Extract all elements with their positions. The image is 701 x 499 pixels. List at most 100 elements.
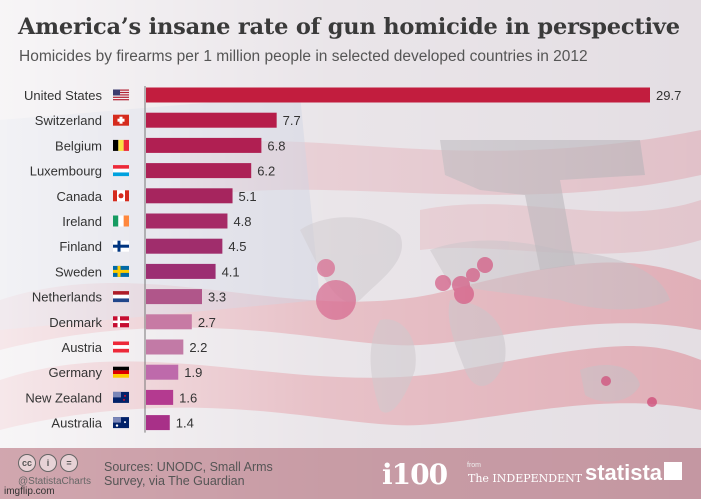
- independent-logo: The INDEPENDENT: [468, 472, 583, 485]
- category-label: United States: [24, 88, 103, 103]
- bar: [146, 339, 184, 355]
- bar: [146, 137, 262, 153]
- bar: [146, 289, 202, 305]
- flag-band: [113, 294, 129, 299]
- flag-star: [123, 398, 125, 401]
- flag-cross: [113, 244, 129, 248]
- flag-band: [123, 139, 129, 151]
- bar: [146, 415, 170, 431]
- from-label: from: [467, 462, 481, 469]
- category-label: Germany: [49, 365, 103, 380]
- flag-stripe: [113, 89, 129, 91]
- flag-stripe: [113, 91, 129, 94]
- sources-note: Sources: UNODC, Small Arms Survey, via T…: [104, 460, 304, 488]
- attribution-icon: i: [39, 454, 57, 472]
- value-label: 29.7: [656, 88, 681, 103]
- no-derivatives-icon: =: [60, 454, 78, 472]
- flag-star: [124, 421, 126, 424]
- flag-band: [123, 215, 129, 227]
- flag-stripe: [113, 94, 129, 96]
- value-label: 4.5: [228, 239, 246, 254]
- danish-flag-icon: [113, 316, 129, 328]
- flag-band: [113, 291, 129, 295]
- german-flag-icon: [113, 366, 129, 378]
- bar: [146, 314, 192, 330]
- flag-stripe: [113, 96, 129, 98]
- category-label: Netherlands: [32, 290, 103, 305]
- flag-cross: [113, 320, 129, 324]
- bar: [146, 112, 277, 128]
- imgflip-watermark: imgflip.com: [4, 486, 55, 497]
- category-label: Belgium: [55, 138, 102, 153]
- category-label: Canada: [56, 189, 102, 204]
- flag-leaf: [118, 193, 124, 199]
- luxembourg-flag-icon: [113, 165, 129, 177]
- australian-flag-icon: [113, 417, 129, 429]
- chart-title: America’s insane rate of gun homicide in…: [18, 14, 680, 40]
- new-zealand-flag-icon: [113, 391, 129, 403]
- category-label: Australia: [51, 416, 102, 431]
- category-label: Luxembourg: [30, 164, 102, 179]
- i100-logo: i100: [382, 458, 448, 491]
- flag-union: [113, 391, 121, 398]
- bar: [146, 163, 252, 179]
- flag-band: [125, 190, 129, 202]
- canadian-flag-icon: [113, 190, 129, 202]
- category-label: Ireland: [62, 214, 102, 229]
- statista-mark-icon: [664, 462, 682, 480]
- value-label: 4.8: [233, 214, 251, 229]
- flag-band: [118, 139, 124, 151]
- chart-subtitle: Homicides by firearms per 1 million peop…: [19, 48, 588, 65]
- flag-cross: [117, 118, 125, 122]
- flag-band: [113, 366, 129, 371]
- value-label: 6.2: [257, 164, 275, 179]
- value-label: 2.2: [189, 340, 207, 355]
- value-label: 5.1: [239, 189, 257, 204]
- flag-band: [113, 298, 129, 303]
- flag-band: [113, 341, 129, 346]
- finnish-flag-icon: [113, 240, 129, 252]
- flag-union: [113, 417, 121, 423]
- value-label: 1.9: [184, 365, 202, 380]
- value-label: 2.7: [198, 315, 216, 330]
- flag-band: [113, 190, 117, 202]
- statista-handle: @StatistaCharts: [18, 476, 91, 487]
- value-label: 1.6: [179, 390, 197, 405]
- us-flag-icon: [113, 89, 129, 101]
- license-icons: cc i =: [18, 454, 78, 472]
- footer: cc i = @StatistaCharts imgflip.com Sourc…: [0, 448, 701, 499]
- flag-star: [115, 424, 119, 427]
- category-label: Sweden: [55, 264, 102, 279]
- value-label: 4.1: [222, 264, 240, 279]
- statista-logo: statista: [585, 460, 663, 485]
- flag-band: [113, 165, 129, 169]
- flag-band: [113, 139, 119, 151]
- category-label: Austria: [62, 340, 103, 355]
- belgian-flag-icon: [113, 139, 129, 151]
- bar: [146, 188, 233, 204]
- irish-flag-icon: [113, 215, 129, 227]
- value-label: 7.7: [283, 113, 301, 128]
- flag-band: [113, 345, 129, 349]
- flag-star: [124, 394, 126, 397]
- flag-stripe: [113, 99, 129, 101]
- category-label: Finland: [59, 239, 102, 254]
- flag-band: [113, 168, 129, 173]
- sources-line-2: Survey, via The Guardian: [104, 474, 245, 488]
- value-label: 3.3: [208, 290, 226, 305]
- bar: [146, 238, 223, 254]
- flag-band: [113, 215, 119, 227]
- bar: [146, 263, 216, 279]
- flag-band: [118, 215, 124, 227]
- swiss-flag-icon: [113, 114, 129, 126]
- flag-band: [113, 370, 129, 375]
- category-label: Denmark: [49, 315, 102, 330]
- flag-band: [113, 374, 129, 378]
- flag-cross: [113, 269, 129, 273]
- creative-commons-icon: cc: [18, 454, 36, 472]
- bar: [146, 87, 650, 103]
- category-label: Switzerland: [35, 113, 102, 128]
- bar: [146, 364, 179, 380]
